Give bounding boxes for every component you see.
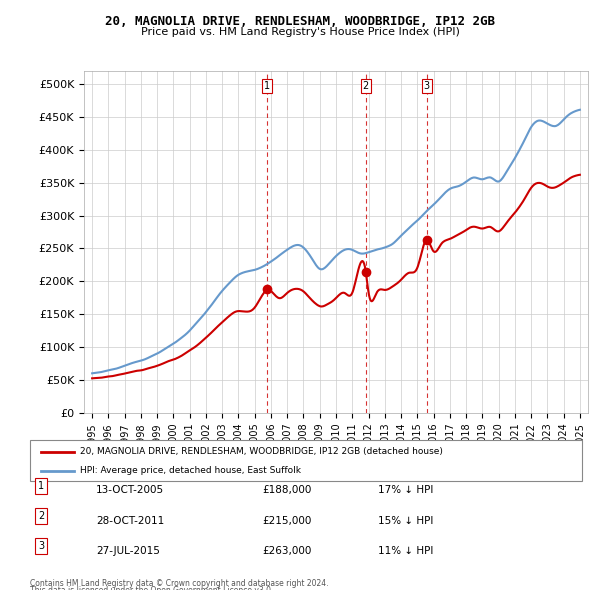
Text: 1: 1 xyxy=(265,81,271,91)
Text: 17% ↓ HPI: 17% ↓ HPI xyxy=(378,486,433,496)
Text: 2: 2 xyxy=(38,511,44,521)
Text: Price paid vs. HM Land Registry's House Price Index (HPI): Price paid vs. HM Land Registry's House … xyxy=(140,27,460,37)
Text: This data is licensed under the Open Government Licence v3.0.: This data is licensed under the Open Gov… xyxy=(30,586,274,590)
Text: 1: 1 xyxy=(38,481,44,491)
Text: 15% ↓ HPI: 15% ↓ HPI xyxy=(378,516,433,526)
Text: 13-OCT-2005: 13-OCT-2005 xyxy=(96,486,164,496)
Text: £215,000: £215,000 xyxy=(262,516,311,526)
Text: 11% ↓ HPI: 11% ↓ HPI xyxy=(378,546,433,556)
FancyBboxPatch shape xyxy=(30,440,582,481)
Text: HPI: Average price, detached house, East Suffolk: HPI: Average price, detached house, East… xyxy=(80,466,301,475)
Text: 3: 3 xyxy=(424,81,430,91)
Text: £188,000: £188,000 xyxy=(262,486,311,496)
Text: 27-JUL-2015: 27-JUL-2015 xyxy=(96,546,160,556)
Text: 3: 3 xyxy=(38,541,44,551)
Text: Contains HM Land Registry data © Crown copyright and database right 2024.: Contains HM Land Registry data © Crown c… xyxy=(30,579,329,588)
Text: 20, MAGNOLIA DRIVE, RENDLESHAM, WOODBRIDGE, IP12 2GB: 20, MAGNOLIA DRIVE, RENDLESHAM, WOODBRID… xyxy=(105,15,495,28)
Text: £263,000: £263,000 xyxy=(262,546,311,556)
Text: 28-OCT-2011: 28-OCT-2011 xyxy=(96,516,164,526)
Text: 2: 2 xyxy=(362,81,369,91)
Text: 20, MAGNOLIA DRIVE, RENDLESHAM, WOODBRIDGE, IP12 2GB (detached house): 20, MAGNOLIA DRIVE, RENDLESHAM, WOODBRID… xyxy=(80,447,443,457)
